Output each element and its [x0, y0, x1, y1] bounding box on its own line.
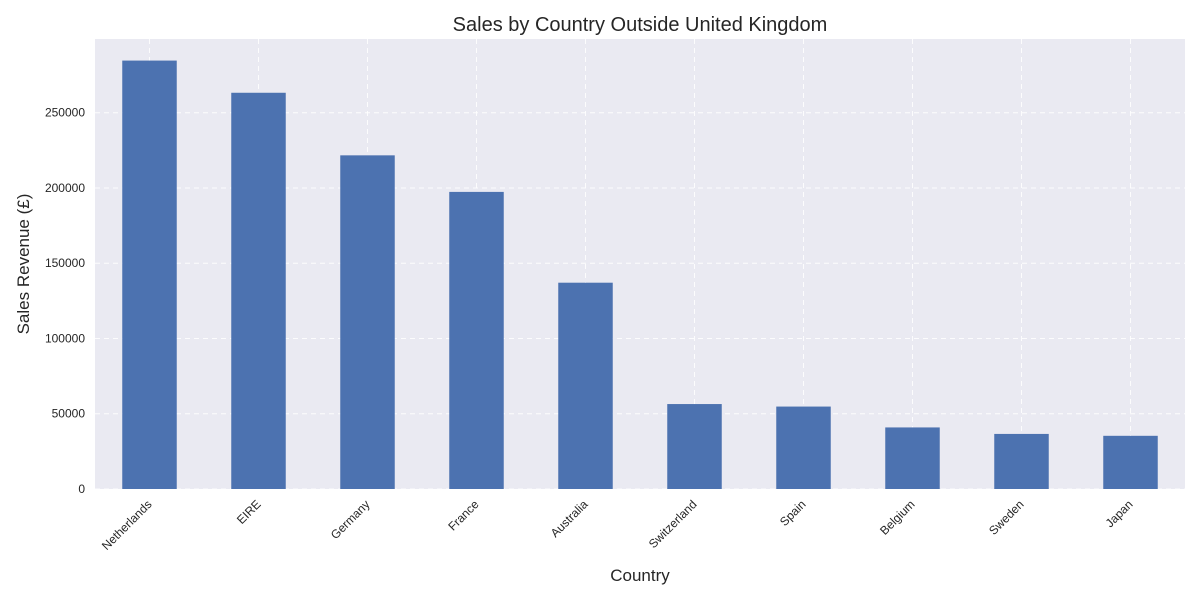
x-axis-ticks: Netherlands EIRE Germany France Australia Swi…	[99, 497, 1136, 553]
x-axis-label: Country	[610, 566, 670, 585]
x-tick-label: Germany	[328, 497, 373, 542]
bar-netherlands	[122, 60, 177, 490]
x-tick-label: France	[445, 497, 482, 534]
x-tick-label: Australia	[548, 497, 591, 540]
bar-france	[449, 191, 504, 489]
x-tick-label: Netherlands	[99, 497, 155, 553]
x-tick-label: Sweden	[986, 497, 1027, 538]
y-tick-label: 250000	[45, 106, 85, 120]
bar-eire	[231, 92, 286, 490]
bar-australia	[558, 282, 613, 489]
x-tick-label: Spain	[777, 497, 809, 529]
bar-belgium	[885, 427, 940, 489]
x-tick-label: Japan	[1103, 497, 1136, 530]
bars	[122, 60, 1158, 490]
y-tick-label: 200000	[45, 181, 85, 195]
y-tick-label: 50000	[52, 407, 86, 421]
y-tick-label: 150000	[45, 256, 85, 270]
bar-germany	[340, 155, 395, 489]
y-axis-ticks: 0 50000 100000 150000 200000 250000	[45, 106, 85, 496]
bar-sweden	[994, 433, 1049, 489]
x-tick-label: EIRE	[234, 497, 264, 527]
y-tick-label: 100000	[45, 331, 85, 345]
x-tick-label: Switzerland	[646, 497, 700, 551]
y-tick-label: 0	[78, 482, 85, 496]
bar-japan	[1103, 435, 1158, 489]
bar-spain	[776, 406, 831, 489]
y-axis-label: Sales Revenue (£)	[14, 194, 33, 335]
chart-title: Sales by Country Outside United Kingdom	[453, 14, 828, 36]
bar-switzerland	[667, 404, 722, 489]
x-tick-label: Belgium	[877, 497, 918, 538]
